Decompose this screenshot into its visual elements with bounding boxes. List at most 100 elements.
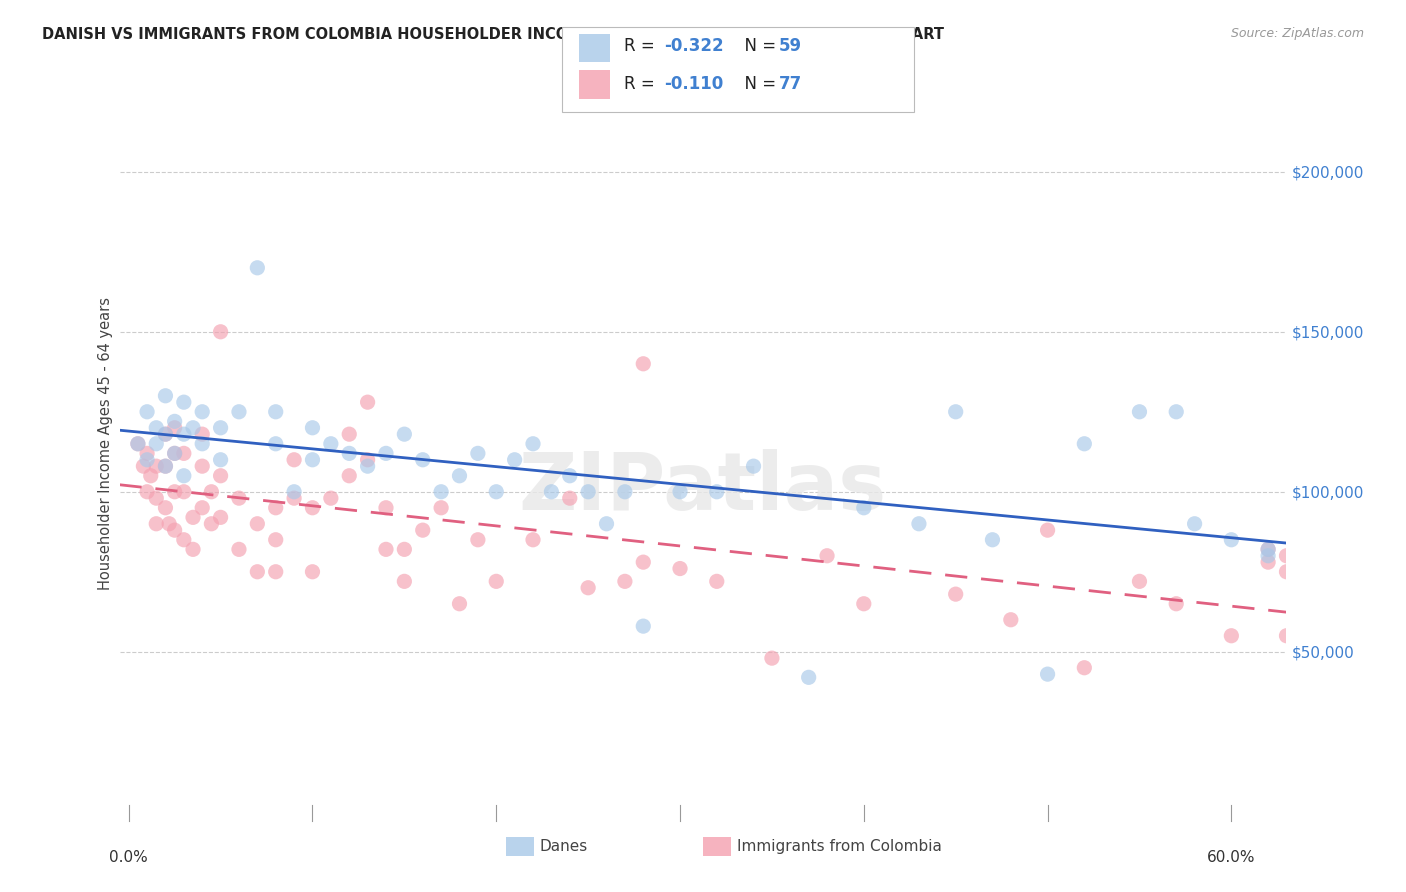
Point <box>136 405 159 419</box>
Point <box>558 491 581 505</box>
Point <box>706 484 728 499</box>
Point <box>945 405 967 419</box>
Point <box>485 484 508 499</box>
Point <box>337 446 360 460</box>
Point <box>301 565 323 579</box>
Point <box>1128 405 1150 419</box>
Point <box>209 468 232 483</box>
Point <box>449 597 471 611</box>
Point <box>742 459 765 474</box>
Point <box>633 619 655 633</box>
Text: 0.0%: 0.0% <box>110 850 148 865</box>
Point <box>173 446 195 460</box>
Y-axis label: Householder Income Ages 45 - 64 years: Householder Income Ages 45 - 64 years <box>97 297 112 591</box>
Point <box>1073 661 1095 675</box>
Text: -0.110: -0.110 <box>664 75 723 93</box>
Point <box>394 542 416 557</box>
Text: R =: R = <box>624 75 661 93</box>
Point <box>1257 549 1279 563</box>
Point <box>163 414 186 428</box>
Point <box>136 484 159 499</box>
Point <box>522 437 544 451</box>
Point <box>264 405 287 419</box>
Text: 60.0%: 60.0% <box>1208 850 1256 865</box>
Point <box>173 395 195 409</box>
Point <box>155 459 177 474</box>
Point <box>1220 629 1243 643</box>
Point <box>200 484 222 499</box>
Point <box>155 500 177 515</box>
Point <box>706 574 728 589</box>
Point <box>132 459 155 474</box>
Point <box>1166 405 1188 419</box>
Point <box>356 459 378 474</box>
Point <box>209 325 232 339</box>
Text: N =: N = <box>734 37 782 55</box>
Point <box>394 574 416 589</box>
Point <box>503 452 526 467</box>
Point <box>246 565 269 579</box>
Point <box>155 427 177 442</box>
Point <box>155 459 177 474</box>
Point <box>246 516 269 531</box>
Point <box>319 491 342 505</box>
Point <box>173 427 195 442</box>
Point <box>163 523 186 537</box>
Point <box>430 500 453 515</box>
Point <box>173 484 195 499</box>
Point <box>540 484 562 499</box>
Point <box>797 670 820 684</box>
Point <box>412 452 434 467</box>
Point <box>356 452 378 467</box>
Point <box>173 468 195 483</box>
Point <box>163 446 186 460</box>
Point <box>1257 542 1279 557</box>
Point <box>633 555 655 569</box>
Point <box>1036 523 1059 537</box>
Point <box>613 574 636 589</box>
Point <box>981 533 1004 547</box>
Point <box>264 437 287 451</box>
Point <box>200 516 222 531</box>
Point <box>127 437 149 451</box>
Point <box>669 484 692 499</box>
Point <box>283 452 305 467</box>
Point <box>163 446 186 460</box>
Point <box>1073 437 1095 451</box>
Point <box>264 565 287 579</box>
Point <box>173 533 195 547</box>
Point <box>430 484 453 499</box>
Point <box>412 523 434 537</box>
Text: Source: ZipAtlas.com: Source: ZipAtlas.com <box>1230 27 1364 40</box>
Point <box>301 500 323 515</box>
Point <box>449 468 471 483</box>
Point <box>1275 565 1298 579</box>
Point <box>127 437 149 451</box>
Point <box>145 516 167 531</box>
Point <box>191 459 214 474</box>
Text: DANISH VS IMMIGRANTS FROM COLOMBIA HOUSEHOLDER INCOME AGES 45 - 64 YEARS CORRELA: DANISH VS IMMIGRANTS FROM COLOMBIA HOUSE… <box>42 27 945 42</box>
Point <box>337 427 360 442</box>
Text: Danes: Danes <box>540 839 588 854</box>
Point <box>228 542 250 557</box>
Point <box>181 421 204 435</box>
Point <box>228 405 250 419</box>
Point <box>163 484 186 499</box>
Point <box>761 651 783 665</box>
Point <box>375 446 398 460</box>
Point <box>945 587 967 601</box>
Point <box>319 437 342 451</box>
Point <box>145 459 167 474</box>
Point <box>1000 613 1022 627</box>
Point <box>467 446 489 460</box>
Point <box>908 516 931 531</box>
Point <box>1257 555 1279 569</box>
Text: ZIPatlas: ZIPatlas <box>519 449 887 527</box>
Point <box>576 581 599 595</box>
Point <box>375 500 398 515</box>
Point <box>669 561 692 575</box>
Point <box>576 484 599 499</box>
Point <box>1275 629 1298 643</box>
Point <box>209 510 232 524</box>
Point <box>209 421 232 435</box>
